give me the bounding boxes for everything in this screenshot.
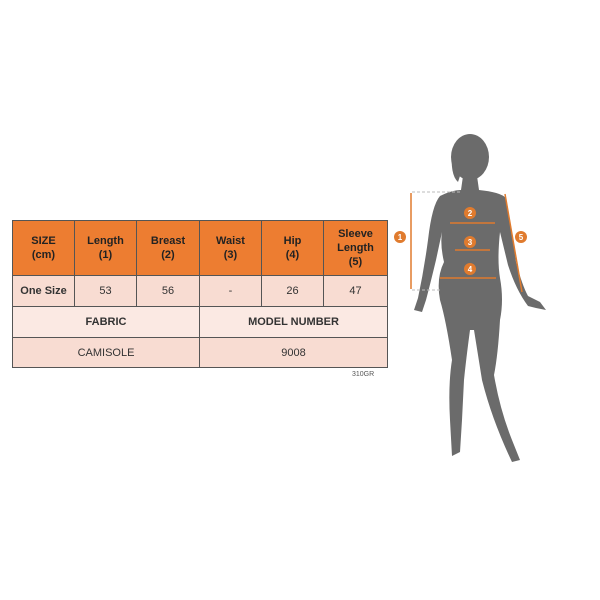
model-number-label: MODEL NUMBER [199,306,388,338]
header-sleeve-length: Sleeve Length (5) [323,220,388,276]
header-breast: Breast (2) [136,220,200,276]
marker-3 [464,236,476,248]
markers [394,207,527,275]
header-size: SIZE (cm) [12,220,75,276]
table-row: One Size 53 56 - 26 47 [12,275,388,307]
model-number-value: 9008 [199,337,388,368]
marker-5 [515,231,527,243]
cell-length: 53 [74,275,137,307]
marker-2 [464,207,476,219]
marker-label-4: 4 [468,265,473,274]
marker-label-2: 2 [468,209,473,218]
marker-4 [464,263,476,275]
fabric-value: CAMISOLE [12,337,200,368]
marker-1 [394,231,406,243]
header-hip: Hip (4) [261,220,324,276]
fabric-label: FABRIC [12,306,200,338]
arrow-sleeve [504,193,523,293]
cell-size: One Size [12,275,75,307]
marker-label-1: 1 [398,233,403,242]
header-waist: Waist (3) [199,220,262,276]
value-row: CAMISOLE 9008 [12,337,388,368]
cell-sleeve: 47 [323,275,388,307]
cell-waist: - [199,275,262,307]
header-length: Length (1) [74,220,137,276]
size-table: SIZE (cm) Length (1) Breast (2) Waist (3) Hi… [12,220,388,368]
header-row: SIZE (cm) Length (1) Breast (2) Waist (3) Hi… [12,220,388,276]
measurement-arrows [410,191,523,293]
label-row: FABRIC MODEL NUMBER [12,306,388,338]
marker-label-5: 5 [519,233,524,242]
cell-hip: 26 [261,275,324,307]
marker-label-3: 3 [468,238,473,247]
product-code: 310GR [352,371,375,378]
silhouette [414,134,546,462]
